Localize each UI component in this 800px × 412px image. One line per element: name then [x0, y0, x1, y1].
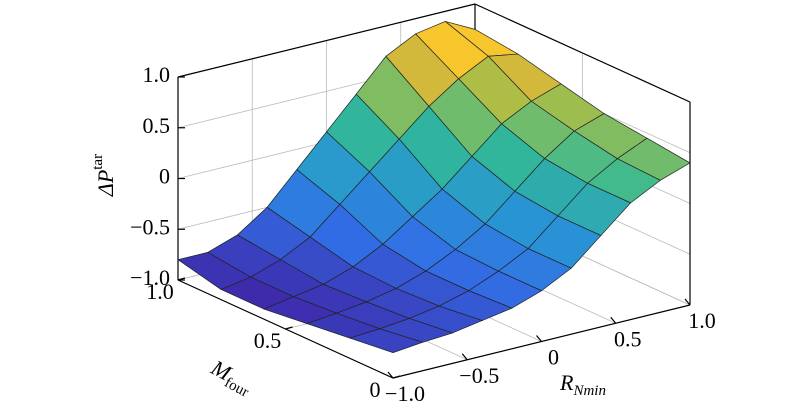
axis-line — [177, 3, 476, 78]
x-axis-label: RNmin — [559, 370, 606, 399]
z-tick-label: −0.5 — [130, 214, 170, 239]
x-tick — [387, 371, 394, 379]
surface-patch — [348, 328, 424, 353]
z-tick-label: 1.0 — [143, 62, 171, 87]
x-tick-label: 1.0 — [688, 308, 716, 333]
y-tick — [177, 277, 186, 281]
y-tick-label: 0.5 — [254, 328, 282, 353]
x-label-sub: Nmin — [572, 383, 606, 399]
axis-line — [474, 3, 691, 103]
z-label-main: ΔP — [93, 170, 118, 197]
y-axis-label: Mfour — [204, 354, 257, 401]
y-tick — [392, 375, 401, 379]
y-tick-label: 1.0 — [146, 279, 174, 304]
y-tick-label: 0 — [370, 377, 381, 402]
x-tick — [684, 298, 691, 306]
z-tick-label: 0.5 — [143, 113, 171, 138]
x-tick-label: 0 — [548, 345, 559, 370]
x-label-main: R — [559, 370, 574, 395]
z-tick-label: −1.0 — [130, 265, 170, 290]
z-label-sup: tar — [90, 154, 106, 170]
y-label-sub: four — [221, 375, 251, 401]
z-tick-label: 0 — [159, 164, 170, 189]
x-tick-label: 0.5 — [614, 326, 642, 351]
x-tick — [610, 316, 617, 324]
z-axis-label: ΔPtar — [90, 154, 118, 197]
x-tick-label: −1.0 — [385, 381, 425, 406]
x-tick — [461, 353, 468, 361]
y-tick — [285, 326, 293, 330]
x-tick-label: −0.5 — [459, 363, 499, 388]
x-tick — [536, 335, 542, 342]
